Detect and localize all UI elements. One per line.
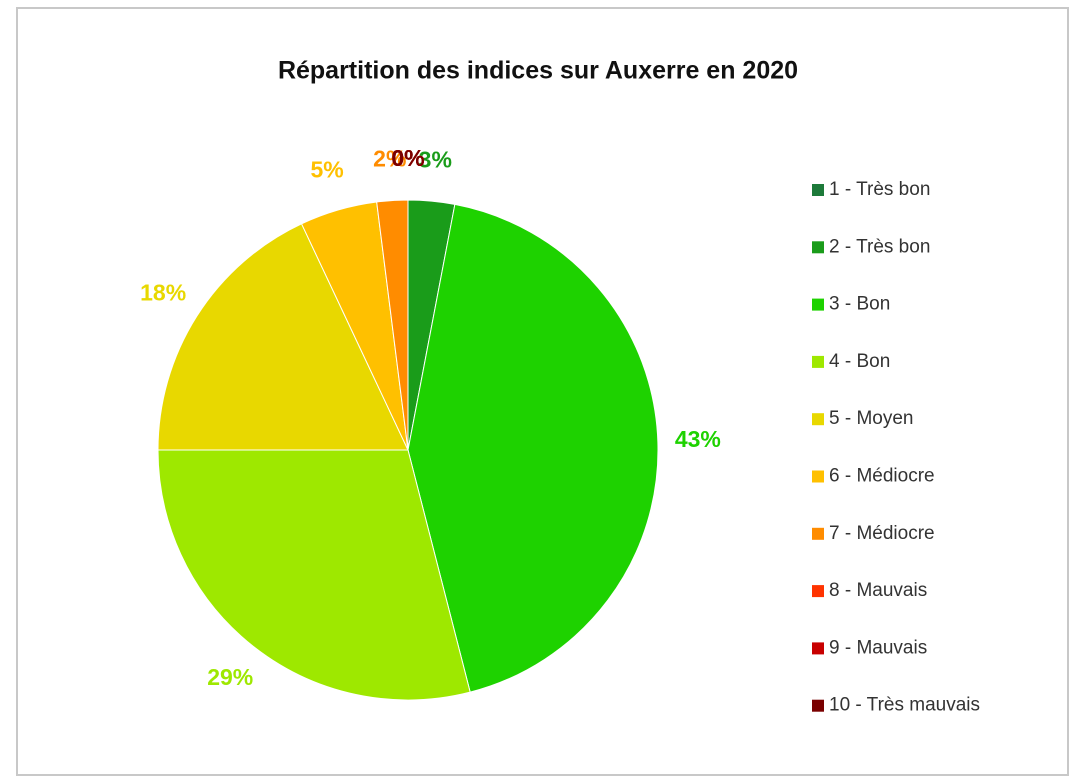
data-label: 29%	[207, 664, 253, 690]
pie-slice	[407, 203, 659, 693]
legend-swatch	[812, 585, 824, 598]
legend-label: 2 - Très bon	[829, 236, 930, 257]
data-label: 0%	[391, 145, 424, 171]
legend-swatch	[812, 298, 824, 311]
legend-swatch	[812, 355, 824, 368]
legend-swatch	[812, 184, 824, 196]
legend-swatch	[812, 699, 824, 712]
data-label: 2%	[373, 146, 406, 172]
data-label: 18%	[140, 280, 186, 306]
data-label: 0%	[391, 145, 424, 171]
data-label: 0%	[391, 145, 424, 171]
legend-swatch	[812, 470, 824, 483]
legend-label: 6 - Médiocre	[829, 466, 935, 487]
legend-label: 1 - Très bon	[829, 179, 930, 200]
legend-label: 5 - Moyen	[829, 408, 913, 429]
data-label: 3%	[419, 146, 452, 172]
data-label: 0%	[391, 145, 424, 171]
data-label: 43%	[675, 426, 721, 452]
legend-swatch	[812, 241, 824, 254]
legend-label: 3 - Bon	[829, 294, 890, 315]
legend-swatch	[812, 413, 824, 426]
legend-swatch	[812, 527, 824, 540]
legend-label: 8 - Mauvais	[829, 580, 927, 601]
chart-title: Répartition des indices sur Auxerre en 2…	[278, 57, 798, 85]
legend-label: 9 - Mauvais	[829, 637, 927, 658]
pie-slice	[157, 223, 409, 451]
pie-slice	[157, 449, 471, 701]
legend-label: 7 - Médiocre	[829, 523, 935, 544]
legend-label: 4 - Bon	[829, 351, 890, 372]
data-label: 5%	[310, 157, 343, 183]
legend-swatch	[812, 642, 824, 655]
legend-label: 10 - Très mauvais	[829, 695, 980, 716]
